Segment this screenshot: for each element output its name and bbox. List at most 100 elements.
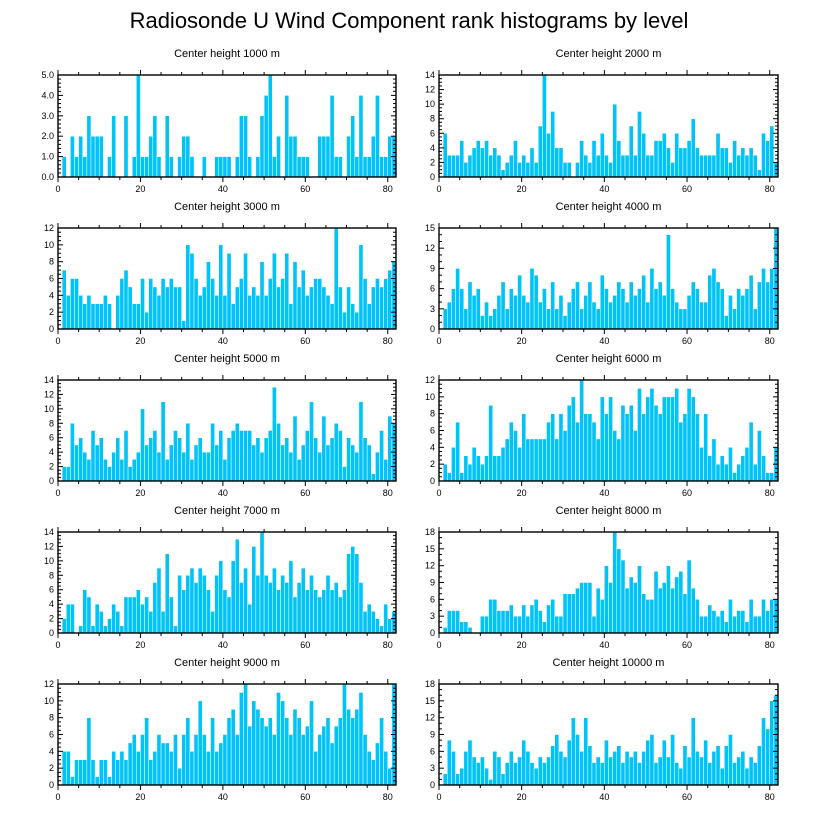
histogram-bar: [218, 244, 224, 330]
histogram-bar: [571, 593, 576, 634]
histogram-bar: [591, 140, 597, 178]
histogram-bar: [280, 575, 285, 634]
histogram-bar: [243, 683, 248, 786]
histogram-bar: [214, 156, 220, 178]
histogram-bar: [657, 756, 663, 786]
histogram-bar: [305, 725, 310, 786]
histogram-bar: [703, 739, 708, 786]
histogram-bar: [214, 751, 220, 786]
histogram-bar: [765, 281, 770, 330]
histogram-bar: [620, 288, 626, 330]
histogram-bar: [703, 301, 708, 330]
histogram-bar: [467, 627, 473, 634]
y-tick-label: 12: [425, 561, 435, 571]
y-tick-label: 6: [430, 746, 435, 756]
histogram-bar: [674, 301, 680, 330]
histogram-bar: [612, 430, 618, 482]
histogram-bar: [707, 274, 713, 330]
histogram-bar: [657, 587, 663, 634]
histogram-bar: [131, 734, 137, 786]
histogram-bar: [757, 615, 762, 634]
histogram-bar: [678, 571, 684, 634]
y-tick-label: 18: [425, 679, 435, 689]
histogram-bar: [169, 156, 174, 178]
histogram-bar: [218, 742, 224, 786]
y-tick-label: 6: [49, 730, 54, 740]
x-tick-label: 0: [55, 488, 60, 498]
histogram-bar: [583, 582, 589, 634]
histogram-bar: [653, 571, 659, 634]
histogram-bar: [131, 156, 137, 178]
histogram-bar: [309, 401, 314, 482]
histogram-bar: [255, 575, 261, 634]
histogram-bar: [127, 466, 133, 482]
histogram-bar: [156, 156, 162, 178]
histogram-bar: [82, 156, 88, 178]
histogram-bar: [765, 610, 770, 634]
histogram-bar: [463, 621, 469, 634]
histogram-bar: [736, 463, 742, 482]
histogram-bar: [366, 156, 372, 178]
y-tick-label: 14: [44, 527, 54, 537]
histogram-bar: [628, 756, 634, 786]
histogram-bar: [313, 278, 318, 330]
panel-title: Center height 6000 m: [556, 353, 662, 365]
histogram-bar: [583, 413, 589, 482]
histogram-bar: [463, 308, 469, 330]
x-tick-label: 80: [765, 640, 775, 650]
histogram-bar: [210, 717, 215, 786]
histogram-bar: [255, 709, 261, 786]
y-tick-label: 10: [44, 404, 54, 414]
histogram-bar: [284, 717, 290, 786]
panel-title: Center height 8000 m: [556, 505, 662, 517]
y-tick-label: 0: [430, 780, 435, 790]
histogram-bar: [690, 118, 696, 178]
x-tick-label: 20: [517, 488, 527, 498]
x-tick-label: 0: [55, 792, 60, 802]
histogram-bar: [744, 288, 750, 330]
histogram-bar: [107, 303, 112, 330]
histogram-bar: [769, 472, 775, 482]
y-tick-label: 8: [49, 257, 54, 267]
y-tick-label: 2: [49, 614, 54, 624]
histogram-bar: [292, 261, 298, 330]
histogram-bar: [103, 759, 108, 786]
y-tick-label: 0: [430, 476, 435, 486]
histogram-bar: [608, 396, 613, 482]
histogram-bar: [521, 739, 527, 786]
histogram-bar: [604, 154, 609, 178]
histogram-bar: [86, 596, 92, 634]
histogram-bar: [554, 147, 560, 178]
y-tick-label: 6: [430, 594, 435, 604]
histogram-bar: [699, 756, 704, 786]
y-tick-label: 0.0: [41, 172, 54, 182]
y-tick-label: 4: [430, 442, 435, 452]
histogram-bar: [637, 762, 642, 786]
histogram-bar: [259, 115, 265, 178]
x-tick-label: 0: [436, 336, 441, 346]
histogram-bar: [599, 274, 605, 330]
x-tick-label: 80: [765, 184, 775, 194]
histogram-bar: [612, 295, 618, 330]
y-tick-label: 6: [49, 433, 54, 443]
histogram-bar: [471, 295, 477, 330]
histogram-panel-8: Center height 8000 m 0 3 6 9 12 15 18 0 20 40 60 80: [425, 505, 779, 650]
y-tick-label: 6: [430, 426, 435, 436]
x-tick-label: 80: [765, 488, 775, 498]
histogram-panel-3: Center height 3000 m 0 2 4 6 8 10 12 0 20 40 60 80: [44, 201, 397, 346]
histogram-bar: [379, 286, 384, 330]
histogram-bar: [243, 430, 248, 482]
histogram-bar: [484, 140, 489, 178]
histogram-bar: [156, 734, 162, 786]
histogram-bar: [144, 311, 149, 330]
y-tick-label: 4.0: [41, 90, 54, 100]
x-tick-label: 80: [765, 792, 775, 802]
y-tick-label: 2: [430, 459, 435, 469]
histogram-bar: [115, 437, 121, 482]
histogram-bar: [78, 625, 83, 634]
histogram-bar: [624, 587, 630, 634]
y-tick-label: 2: [49, 462, 54, 472]
histogram-bar: [674, 576, 680, 634]
histogram-bar: [761, 133, 766, 178]
histogram-bar: [255, 295, 261, 330]
